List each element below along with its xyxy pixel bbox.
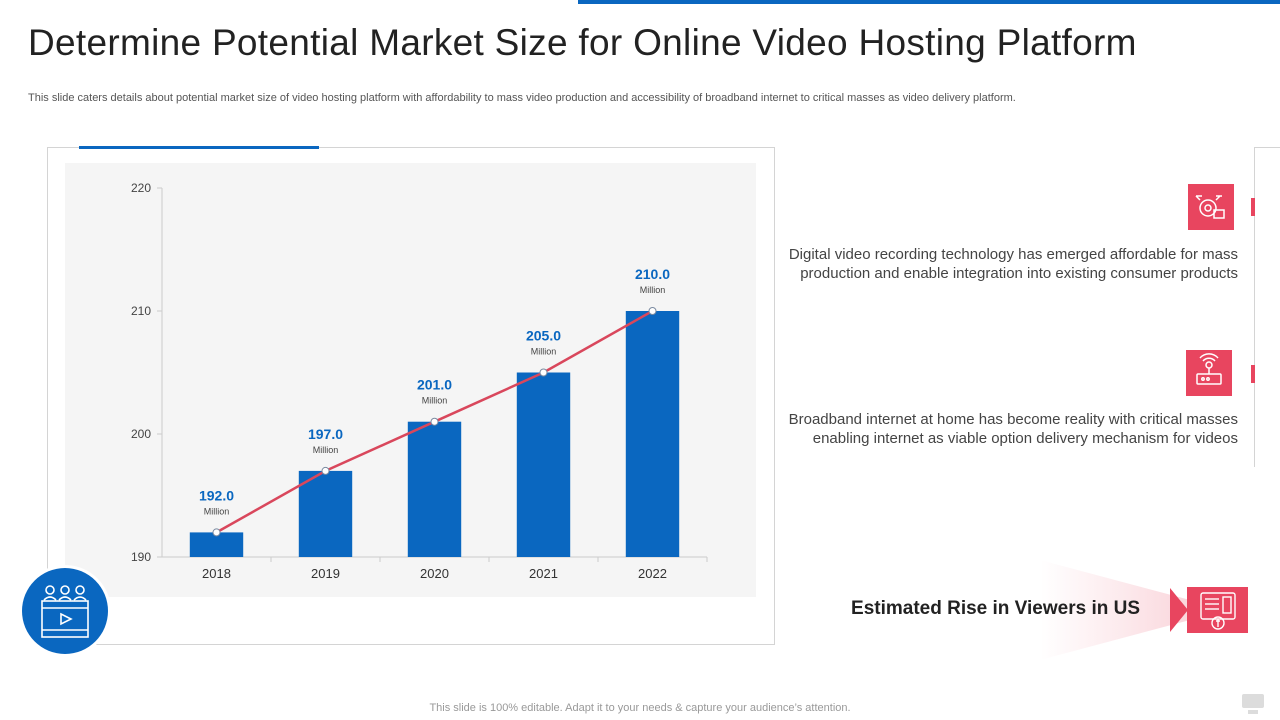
unit-label: Million: [640, 285, 666, 295]
insight-text: Digital video recording technology has e…: [788, 246, 1238, 282]
trend-point: [539, 368, 548, 377]
data-label: 210.0: [635, 266, 670, 282]
x-tick-label: 2022: [638, 566, 667, 581]
trend-point: [321, 466, 330, 475]
slide-subtitle: This slide caters details about potentia…: [28, 92, 1016, 104]
insight-text: Broadband internet at home has become re…: [788, 411, 1238, 447]
x-tick-label: 2021: [529, 566, 558, 581]
camera-drone-icon-box: [1188, 184, 1234, 230]
chart-frame: [47, 147, 775, 645]
data-label: 197.0: [308, 426, 343, 442]
x-tick-label: 2018: [202, 566, 231, 581]
y-tick-label: 200: [131, 427, 151, 441]
marker-tick: [1251, 365, 1255, 383]
marker-tick: [1251, 198, 1255, 216]
unit-label: Million: [313, 445, 339, 455]
divider: [1254, 147, 1255, 467]
bar: [298, 470, 353, 557]
trend-point: [212, 528, 221, 537]
y-tick-label: 190: [131, 550, 151, 564]
slide-title: Determine Potential Market Size for Onli…: [28, 22, 1137, 63]
calculator-icon-box: [1187, 587, 1248, 633]
x-tick-label: 2020: [420, 566, 449, 581]
presentation-icon: [1242, 694, 1264, 714]
rise-label: Estimated Rise in Viewers in US: [851, 598, 1140, 619]
video-audience-badge: [22, 568, 108, 654]
unit-label: Million: [422, 396, 448, 406]
chart-accent-bar: [79, 146, 319, 149]
bar: [516, 372, 571, 557]
trend-point: [648, 307, 657, 315]
broadband-router-icon-box: [1186, 350, 1232, 396]
calculator-dollar-icon: [1200, 592, 1236, 630]
bar: [189, 532, 244, 557]
data-label: 205.0: [526, 328, 561, 344]
unit-label: Million: [531, 347, 557, 357]
data-label: 192.0: [199, 487, 234, 503]
video-audience-icon: [41, 585, 89, 638]
bar: [625, 311, 680, 557]
divider: [1254, 147, 1280, 148]
top-accent-bar: [578, 0, 1280, 4]
y-tick-label: 210: [131, 304, 151, 318]
x-tick-label: 2019: [311, 566, 340, 581]
footer-note: This slide is 100% editable. Adapt it to…: [429, 702, 851, 714]
bar: [407, 421, 462, 557]
broadband-router-icon: [1196, 353, 1222, 385]
pointer-arrow: [1170, 588, 1188, 632]
unit-label: Million: [204, 506, 230, 516]
camera-drone-icon: [1195, 195, 1225, 219]
data-label: 201.0: [417, 377, 452, 393]
trend-point: [430, 417, 439, 426]
y-tick-label: 220: [131, 181, 151, 195]
